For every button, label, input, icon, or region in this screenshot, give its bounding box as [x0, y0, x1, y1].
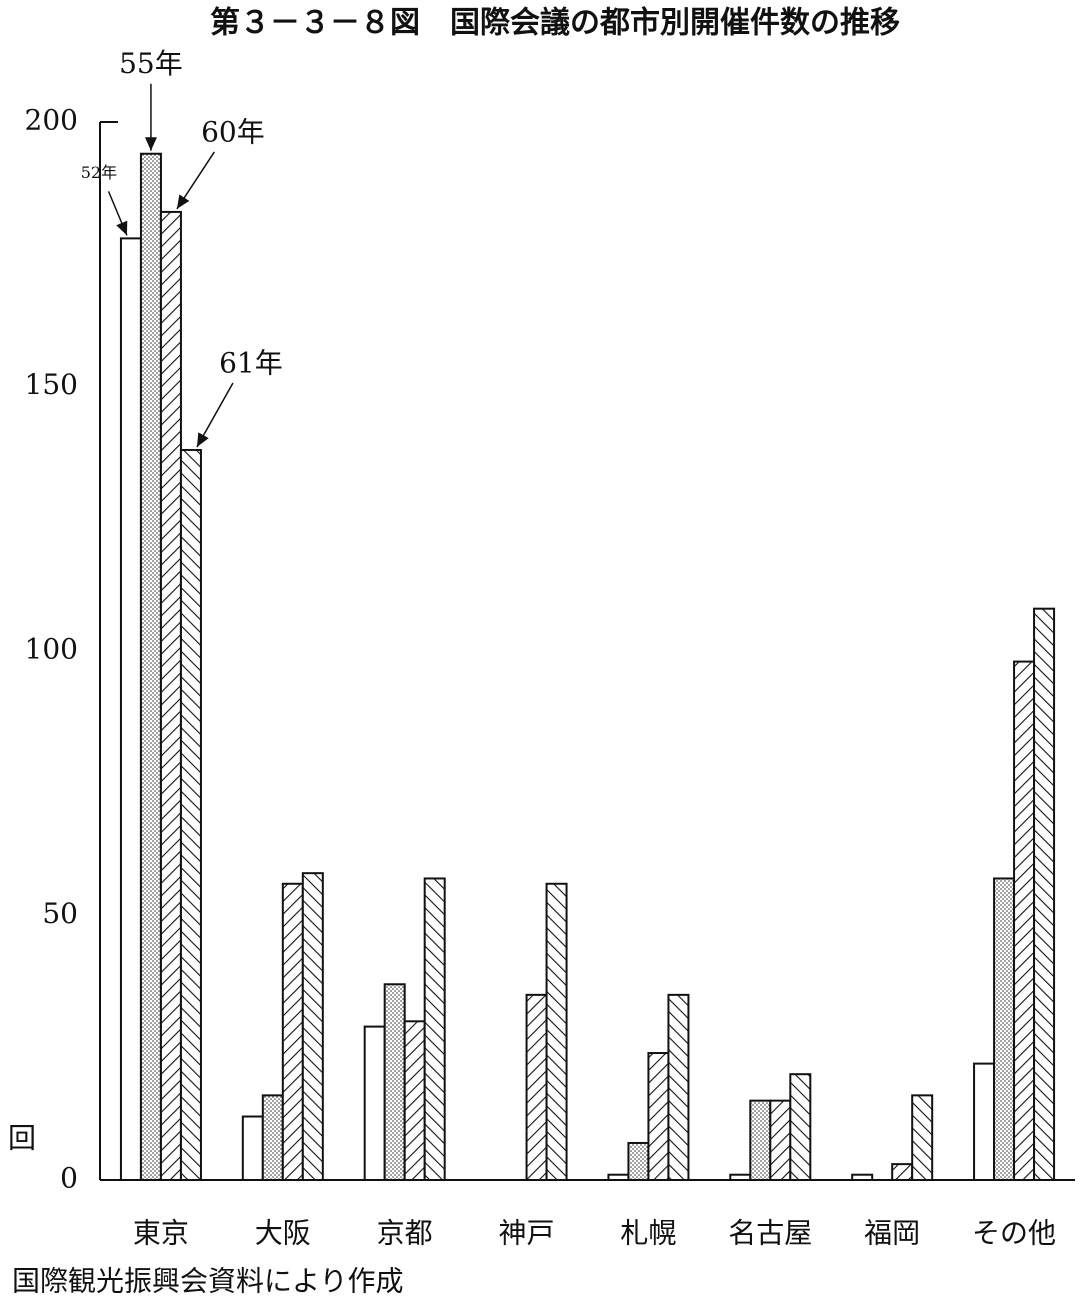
- bar: [119, 237, 142, 1181]
- bar: [301, 872, 324, 1181]
- x-tick-label: 京都: [377, 1217, 433, 1250]
- x-tick-label: 札幌: [620, 1217, 676, 1250]
- x-tick-label: その他: [972, 1217, 1056, 1250]
- bar: [363, 1025, 386, 1181]
- legend-arrow: [107, 191, 128, 236]
- x-tick-label: 東京: [133, 1217, 189, 1250]
- legend-arrow: [176, 151, 215, 210]
- x-tick-label: 大阪: [255, 1217, 311, 1250]
- x-tick-label: 神戸: [499, 1217, 555, 1250]
- bar: [281, 882, 304, 1181]
- bar: [261, 1094, 284, 1181]
- legend-label: 52年: [81, 163, 117, 182]
- bar: [749, 1099, 772, 1182]
- bar: [139, 152, 162, 1182]
- x-tick-label: 福岡: [864, 1217, 920, 1250]
- bar: [729, 1173, 752, 1181]
- legend-arrow: [196, 382, 234, 448]
- bar: [403, 1020, 426, 1181]
- bar: [973, 1062, 996, 1181]
- bar: [667, 993, 690, 1181]
- bar: [179, 448, 202, 1182]
- source-note: 国際観光振興会資料により作成: [12, 1265, 403, 1298]
- bar: [891, 1163, 914, 1182]
- chart-title: 第３－３－８図 国際会議の都市別開催件数の推移: [210, 6, 900, 41]
- legend-label: 61年: [219, 346, 283, 379]
- bar: [993, 877, 1016, 1181]
- bar: [545, 882, 568, 1181]
- bar: [627, 1141, 650, 1181]
- bar: [769, 1099, 792, 1182]
- bar: [607, 1173, 630, 1181]
- bar: [1013, 660, 1036, 1181]
- bar: [911, 1094, 934, 1181]
- y-tick-label: 0: [60, 1162, 78, 1195]
- y-tick-label: 200: [25, 104, 78, 137]
- x-tick-label: 名古屋: [728, 1217, 812, 1250]
- legend-label: 60年: [201, 115, 265, 148]
- bar: [789, 1073, 812, 1181]
- y-axis-label: 回: [8, 1122, 36, 1155]
- bar: [241, 1115, 264, 1182]
- bar: [423, 877, 446, 1181]
- bar: [383, 983, 406, 1182]
- bar: [525, 993, 548, 1181]
- y-tick-label: 50: [42, 897, 78, 930]
- y-tick-label: 150: [25, 368, 78, 401]
- y-tick-label: 100: [25, 633, 78, 666]
- bar: [159, 210, 182, 1181]
- bar: [851, 1173, 874, 1181]
- bar: [647, 1052, 670, 1182]
- bar: [1033, 607, 1056, 1181]
- legend-label: 55年: [119, 47, 183, 80]
